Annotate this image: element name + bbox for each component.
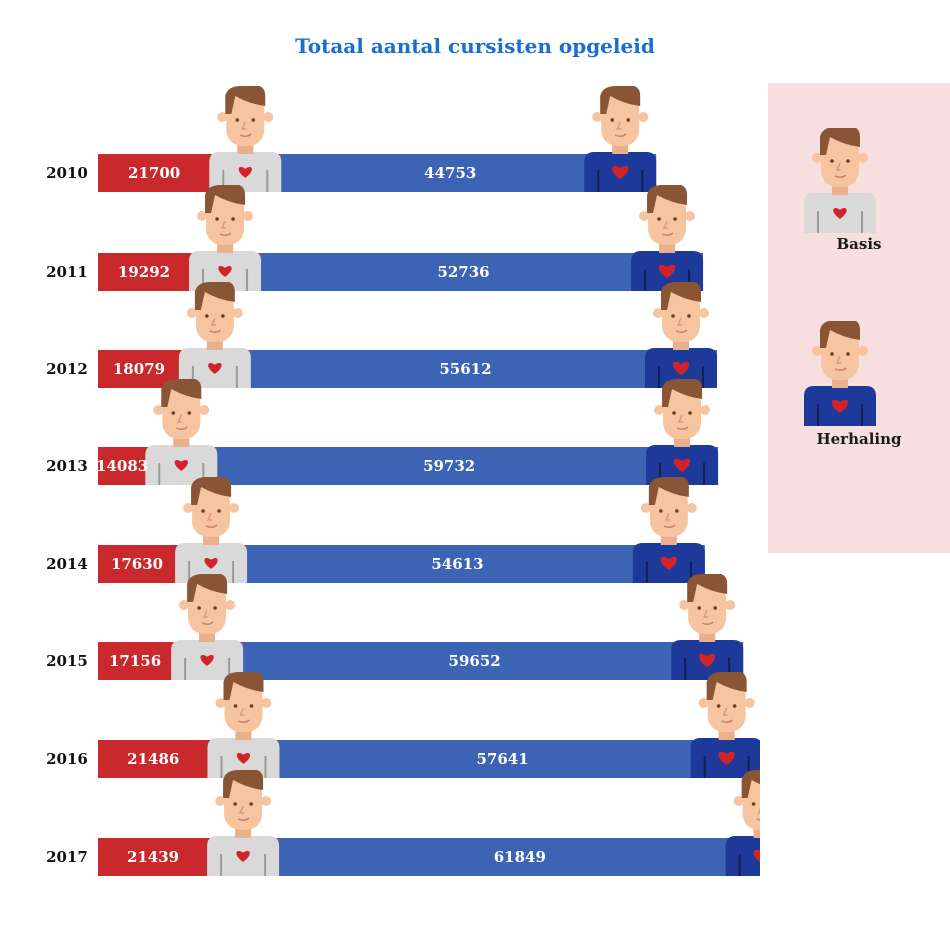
bar-herhaling <box>242 642 744 680</box>
value-label-basis: 21700 <box>128 164 180 182</box>
legend-label-basis: Basis <box>836 235 882 253</box>
value-label-basis: 21486 <box>127 750 179 768</box>
person-grey-shirt-heart-icon <box>804 128 876 233</box>
person-blue-shirt-heart-icon <box>671 574 744 680</box>
value-label-basis: 21439 <box>127 848 179 866</box>
value-label-herhaling: 52736 <box>437 263 489 281</box>
bar-herhaling <box>278 740 760 778</box>
person-blue-shirt-heart-icon <box>645 282 718 388</box>
year-label: 2013 <box>46 457 88 475</box>
legend-label-herhaling: Herhaling <box>816 430 902 448</box>
value-label-basis: 17630 <box>111 555 163 573</box>
bar-herhaling <box>216 447 719 485</box>
chart-title: Totaal aantal cursisten opgeleid <box>295 34 655 58</box>
value-label-basis: 17156 <box>109 652 161 670</box>
bar-row: 2016 21486 57641 <box>46 672 760 778</box>
person-grey-shirt-heart-icon <box>171 574 244 680</box>
person-grey-shirt-heart-icon <box>189 185 262 291</box>
person-blue-shirt-heart-icon <box>725 770 760 876</box>
year-label: 2016 <box>46 750 88 768</box>
legend-figure <box>804 128 876 233</box>
bar-row: 2014 17630 54613 <box>46 477 705 583</box>
year-label: 2012 <box>46 360 88 378</box>
value-label-herhaling: 54613 <box>431 555 483 573</box>
value-label-basis: 19292 <box>118 263 170 281</box>
person-grey-shirt-heart-icon <box>178 282 251 388</box>
bar-row: 2012 18079 55612 <box>46 282 718 388</box>
bar-herhaling <box>260 253 704 291</box>
person-grey-shirt-heart-icon <box>145 379 218 485</box>
value-label-basis: 18079 <box>113 360 165 378</box>
value-label-basis: 14083 <box>96 457 148 475</box>
legend-figure <box>804 321 876 426</box>
year-label: 2017 <box>46 848 88 866</box>
value-label-herhaling: 59652 <box>449 652 501 670</box>
person-blue-shirt-heart-icon <box>804 321 876 426</box>
bar-row: 2011 19292 52736 <box>46 185 704 291</box>
bar-row: 2010 21700 44753 <box>46 86 657 192</box>
year-label: 2014 <box>46 555 88 573</box>
bar-row: 2013 14083 59732 <box>46 379 719 485</box>
year-label: 2010 <box>46 164 88 182</box>
value-label-herhaling: 55612 <box>439 360 491 378</box>
value-label-herhaling: 44753 <box>424 164 476 182</box>
person-grey-shirt-heart-icon <box>207 770 280 876</box>
person-grey-shirt-heart-icon <box>207 672 280 778</box>
value-label-herhaling: 61849 <box>494 848 546 866</box>
bar-herhaling <box>249 350 718 388</box>
bar-chart: 2010 21700 44753 2011 19292 52736 2012 18079 556… <box>46 86 760 876</box>
person-blue-shirt-heart-icon <box>584 86 657 192</box>
legend: Basis Herhaling <box>768 83 950 553</box>
person-grey-shirt-heart-icon <box>209 86 282 192</box>
year-label: 2011 <box>46 263 88 281</box>
bar-herhaling <box>278 838 760 876</box>
person-blue-shirt-heart-icon <box>632 477 705 583</box>
person-blue-shirt-heart-icon <box>631 185 704 291</box>
bar-row: 2017 21439 61849 <box>46 770 760 876</box>
bar-row: 2015 17156 59652 <box>46 574 744 680</box>
person-blue-shirt-heart-icon <box>690 672 760 778</box>
bar-herhaling <box>246 545 705 583</box>
person-blue-shirt-heart-icon <box>646 379 719 485</box>
value-label-herhaling: 59732 <box>423 457 475 475</box>
value-label-herhaling: 57641 <box>476 750 528 768</box>
year-label: 2015 <box>46 652 88 670</box>
person-grey-shirt-heart-icon <box>175 477 248 583</box>
